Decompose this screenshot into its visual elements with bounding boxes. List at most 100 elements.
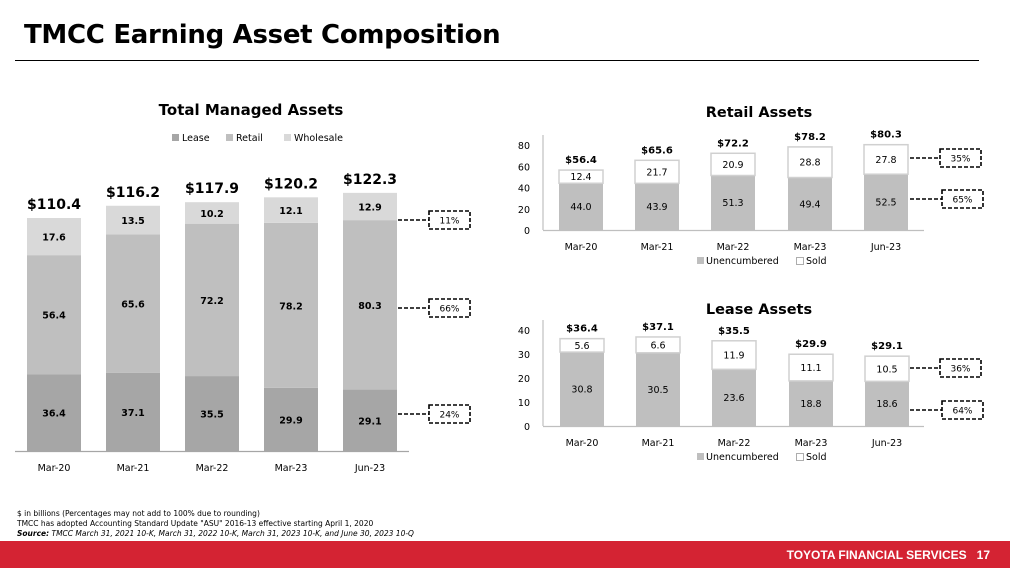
bar-label-retail: 72.2 [200, 296, 223, 307]
bar-label-retail: 78.2 [279, 301, 302, 312]
retail-bar-total-label: $65.6 [641, 145, 673, 156]
footnote-asu: TMCC has adopted Accounting Standard Upd… [17, 519, 374, 528]
lease-bar-unencumbered [865, 381, 909, 426]
bar-total-label: $116.2 [106, 185, 160, 201]
lease-x-tick-label: Mar-22 [718, 438, 751, 449]
lease-bar-sold [559, 337, 605, 353]
retail-x-tick-label: Jun-23 [870, 242, 901, 253]
lease-callout-sold-label: 36% [950, 365, 970, 375]
retail-bar-total-label: $56.4 [565, 155, 597, 166]
lease-x-tick-label: Mar-23 [795, 438, 828, 449]
x-tick-label: Jun-23 [354, 463, 385, 474]
retail-bar-sold [787, 146, 833, 179]
bar-retail [185, 223, 239, 377]
brand-name: TOYOTA FINANCIAL SERVICES [786, 548, 967, 562]
retail-callout-sold-label: 35% [950, 155, 970, 165]
callout-retail-box [428, 298, 471, 318]
lease-x-tick-label: Mar-20 [566, 438, 599, 449]
retail-x-tick-label: Mar-21 [641, 242, 674, 253]
retail-bar-sold [710, 152, 756, 177]
bar-label-lease: 36.4 [42, 409, 66, 420]
lease-bar-total-label: $37.1 [642, 322, 674, 333]
bar-label-lease: 37.1 [121, 408, 144, 419]
retail-bar-total-label: $78.2 [794, 132, 826, 143]
lease-y-tick-label: 20 [518, 374, 530, 385]
bar-retail [264, 222, 318, 388]
bar-lease [185, 376, 239, 451]
lease-bar-unencumbered [636, 352, 680, 426]
retail-bar-label-unencumbered: 49.4 [799, 199, 820, 210]
lease-bar-sold [635, 336, 681, 354]
retail-bar-unencumbered [635, 183, 679, 230]
retail-callout-sold-box [939, 148, 982, 168]
footnote-source-text: TMCC March 31, 2021 10-K, March 31, 2022… [49, 529, 414, 538]
lease-x-tick-label: Mar-21 [642, 438, 675, 449]
callout-lease-label: 24% [439, 411, 459, 421]
retail-legend-swatch-sold [796, 257, 804, 265]
lease-bar-unencumbered [789, 380, 833, 426]
bar-label-wholesale: 10.2 [200, 209, 223, 220]
retail-bar-label-unencumbered: 52.5 [875, 198, 896, 209]
lease-legend-label-sold: Sold [806, 452, 827, 463]
lease-bar-total-label: $35.5 [718, 326, 750, 337]
retail-legend-label-sold: Sold [806, 256, 827, 267]
retail-bar-sold [558, 169, 604, 184]
retail-x-tick-label: Mar-20 [565, 242, 598, 253]
lease-bar-sold [864, 355, 910, 383]
bar-wholesale [264, 197, 318, 223]
lease-legend-swatch-sold [796, 453, 804, 461]
retail-x-tick-label: Mar-22 [717, 242, 750, 253]
bar-label-wholesale: 12.9 [358, 202, 381, 213]
lease-bar-label-unencumbered: 18.6 [876, 399, 897, 410]
lease-bar-unencumbered [712, 369, 756, 426]
retail-bar-total-label: $72.2 [717, 138, 749, 149]
retail-bar-label-unencumbered: 51.3 [722, 198, 743, 209]
footer-brand: TOYOTA FINANCIAL SERVICES 17 [787, 548, 990, 562]
legend-label-lease: Lease [182, 133, 210, 144]
bar-total-label: $110.4 [27, 197, 81, 213]
retail-bar-label-sold: 28.8 [799, 158, 820, 169]
lease-y-tick-label: 40 [518, 326, 530, 337]
lease-bar-label-sold: 11.1 [800, 363, 821, 374]
footnote-units: $ in billions (Percentages may not add t… [17, 509, 260, 518]
bar-label-wholesale: 12.1 [279, 206, 302, 217]
footnote-source-label: Source: [17, 529, 50, 538]
lease-bar-total-label: $36.4 [566, 324, 598, 335]
callout-wholesale-box [428, 210, 471, 230]
bar-total-label: $122.3 [343, 172, 397, 188]
bar-retail [343, 220, 397, 390]
bar-lease [343, 389, 397, 451]
retail-bar-sold [634, 159, 680, 185]
lease-bar-label-unencumbered: 18.8 [800, 399, 821, 410]
bar-lease [27, 374, 81, 451]
retail-bar-label-sold: 20.9 [722, 160, 743, 171]
retail-title: Retail Assets [706, 105, 813, 121]
retail-bar-unencumbered [711, 175, 755, 230]
lease-bar-label-unencumbered: 30.8 [571, 385, 592, 396]
lease-bar-label-sold: 5.6 [574, 341, 589, 352]
lease-bar-total-label: $29.1 [871, 341, 903, 352]
callout-wholesale-label: 11% [439, 217, 459, 227]
retail-bar-label-unencumbered: 44.0 [570, 202, 591, 213]
lease-legend-swatch-unencumbered [697, 453, 704, 460]
bar-label-lease: 29.9 [279, 415, 302, 426]
x-tick-label: Mar-23 [275, 463, 308, 474]
retail-bar-unencumbered [864, 174, 908, 230]
retail-y-tick-label: 60 [518, 162, 530, 173]
retail-y-tick-label: 80 [518, 141, 530, 152]
x-tick-label: Mar-22 [196, 463, 229, 474]
retail-x-tick-label: Mar-23 [794, 242, 827, 253]
retail-y-tick-label: 20 [518, 205, 530, 216]
charts-canvas: Total Managed Assets Lease Retail Wholesale… [15, 101, 984, 474]
bar-total-label: $117.9 [185, 181, 239, 197]
callout-lease-box [428, 404, 471, 424]
retail-bar-total-label: $80.3 [870, 130, 902, 141]
x-tick-label: Mar-20 [38, 463, 71, 474]
retail-y-tick-label: 0 [524, 226, 530, 237]
title-divider [15, 60, 979, 61]
legend-label-retail: Retail [236, 133, 263, 144]
bar-label-lease: 29.1 [358, 416, 381, 427]
retail-bar-label-sold: 21.7 [646, 167, 667, 178]
retail-bar-sold [863, 143, 909, 175]
retail-bar-label-unencumbered: 43.9 [646, 202, 667, 213]
